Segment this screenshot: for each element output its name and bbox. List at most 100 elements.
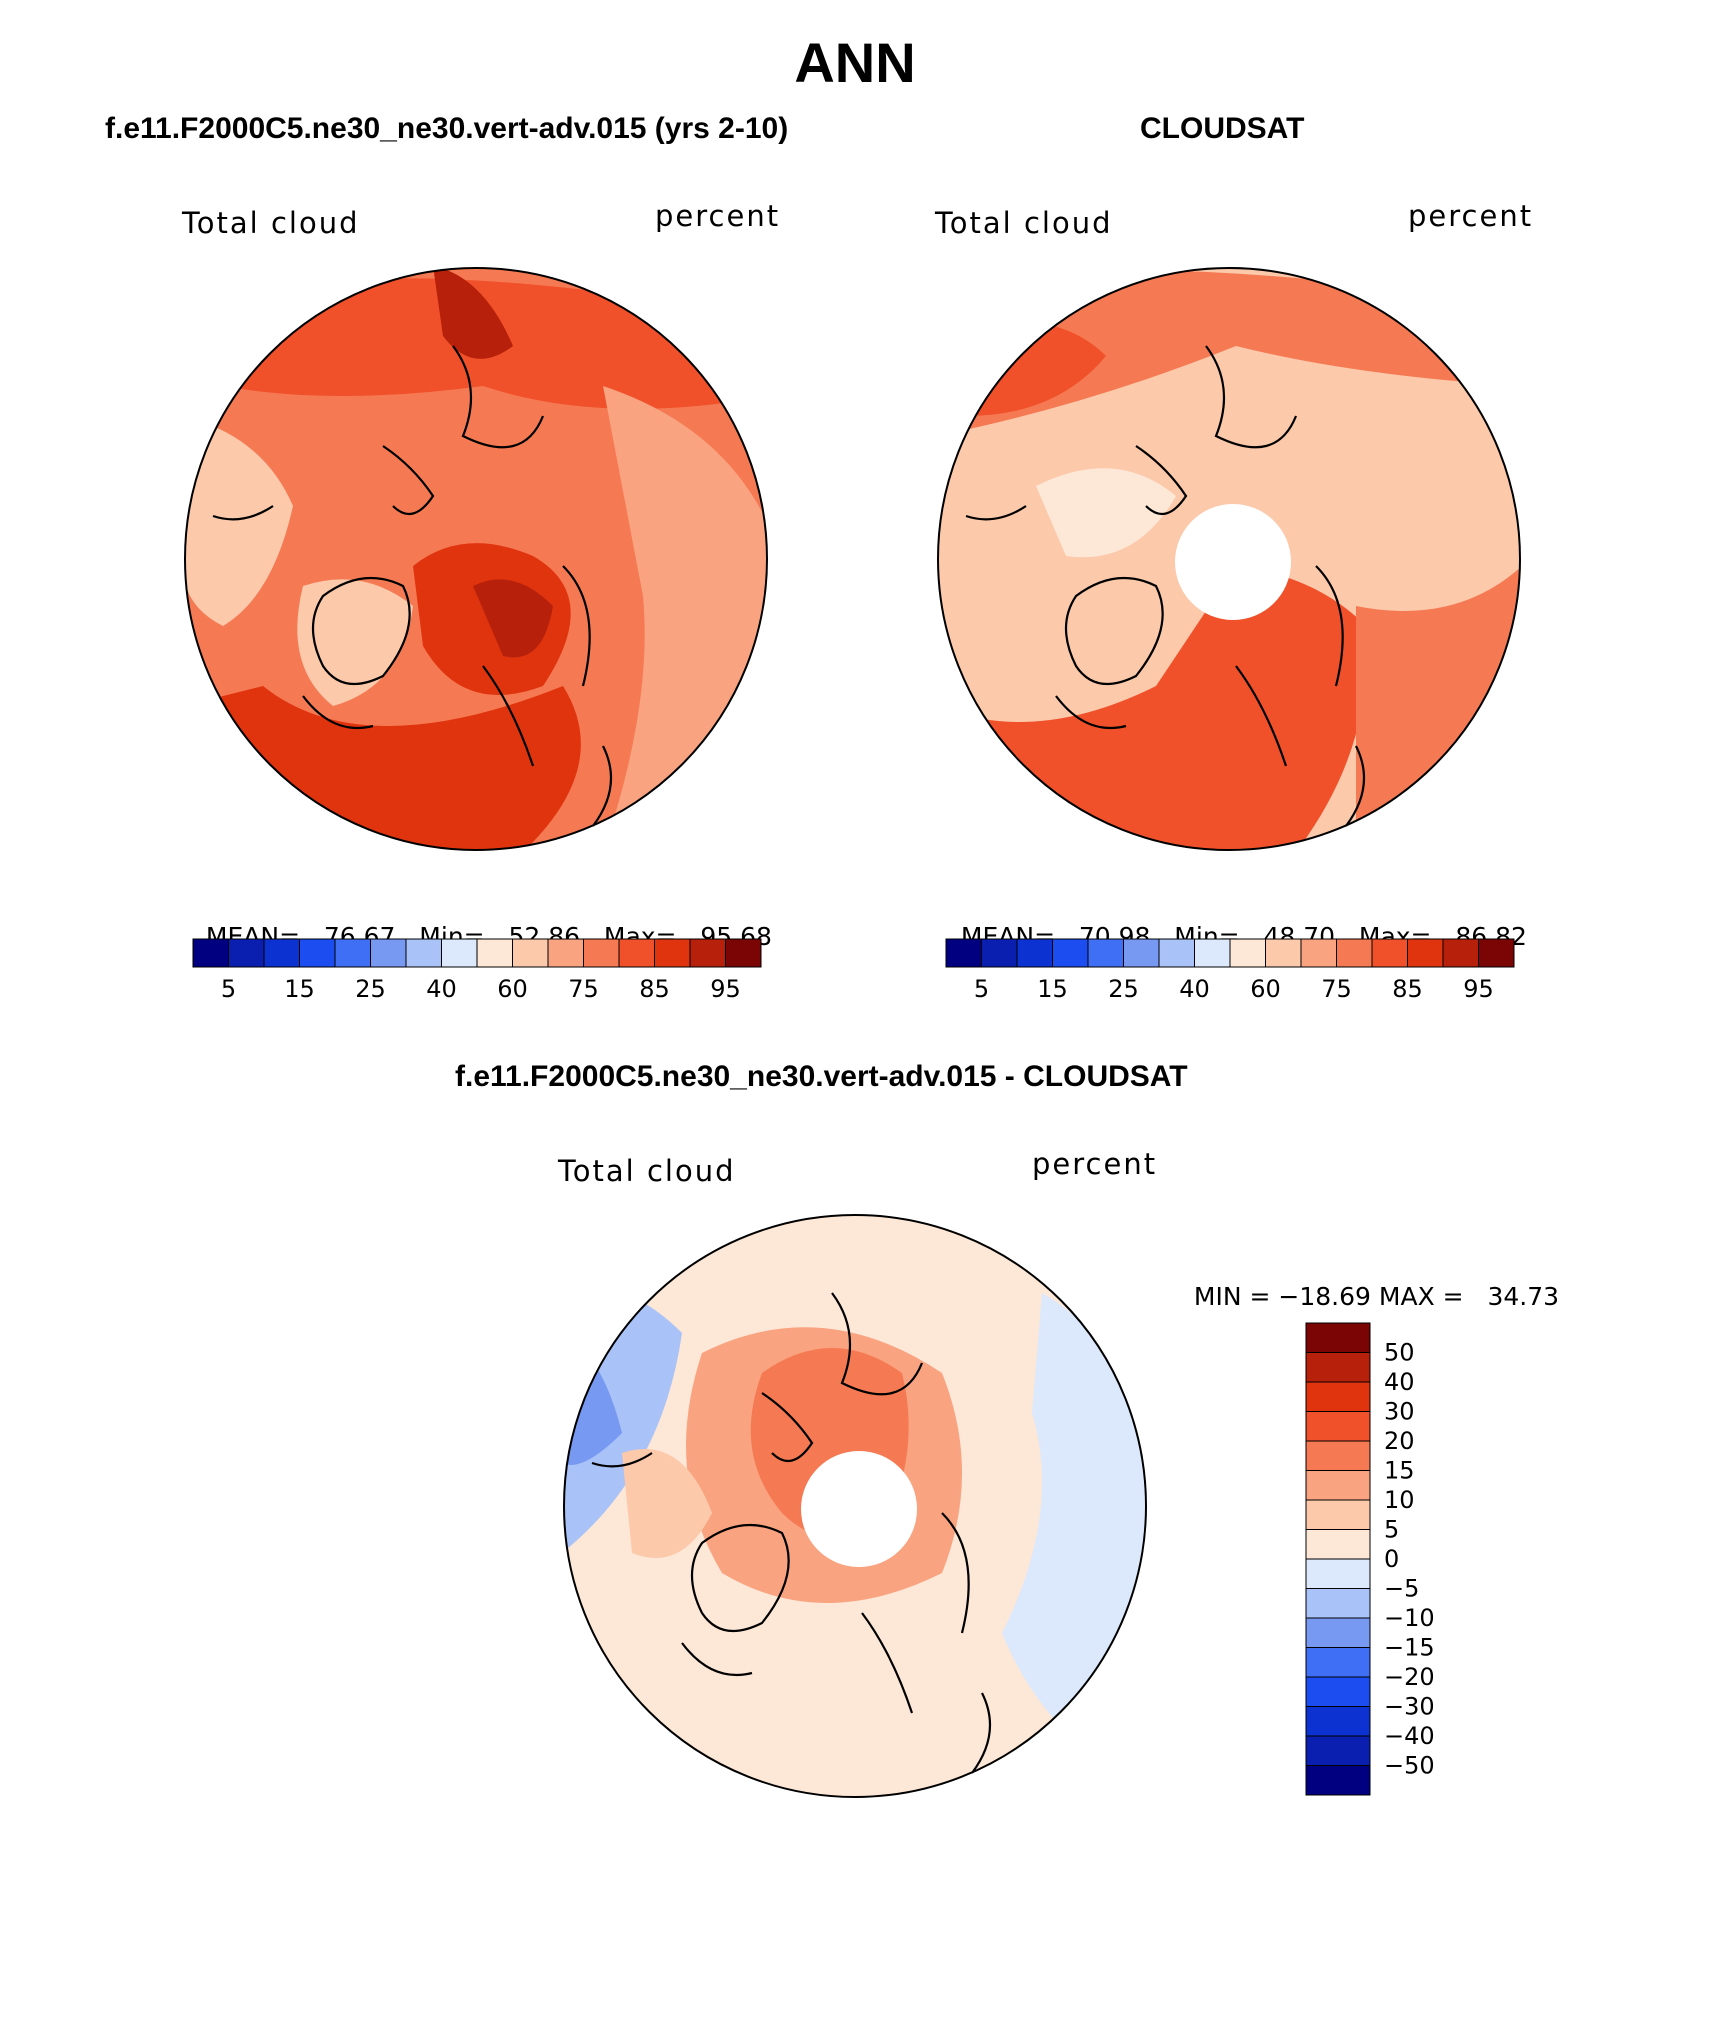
colorbar-swatch [618, 938, 655, 968]
colorbar-swatch [583, 938, 620, 968]
panel3-field-greenland-positive [622, 1449, 712, 1558]
colorbar-swatch [1305, 1529, 1371, 1560]
colorbar-swatch [1016, 938, 1053, 968]
colorbar-tick-label: 95 [1463, 975, 1494, 1003]
colorbar-tick-label: 75 [1321, 975, 1352, 1003]
colorbar-tick-label: 25 [355, 975, 386, 1003]
panel2-title: CLOUDSAT [1140, 112, 1305, 145]
colorbar-tick-label: 15 [1037, 975, 1068, 1003]
colorbar-swatch [1305, 1352, 1371, 1383]
main-title: ANN [794, 31, 916, 94]
panel3-polar-map [563, 1214, 1147, 1798]
panel3-stats: MIN = −18.69 MAX = 34.73 [1178, 1253, 1559, 1311]
panel2-coastlines [965, 345, 1366, 827]
colorbar-swatch [228, 938, 265, 968]
colorbar-tick-label: 25 [1108, 975, 1139, 1003]
colorbar-tick-label: 75 [568, 975, 599, 1003]
colorbar-tick-label: −20 [1384, 1663, 1435, 1691]
colorbar-tick-label: −15 [1384, 1634, 1435, 1662]
colorbar-swatch [725, 938, 762, 968]
colorbar-tick-label: −30 [1384, 1693, 1435, 1721]
colorbar-tick-label: 40 [1384, 1368, 1415, 1396]
colorbar-tick-label: 5 [974, 975, 989, 1003]
panel2-field-atlantic [938, 566, 1368, 850]
colorbar-swatch [945, 938, 982, 968]
colorbar-swatch [1371, 938, 1408, 968]
panel3-max-value: 34.73 [1487, 1282, 1560, 1311]
panel2-colorbar: 5 15 25 40 60 75 85 95 [945, 938, 1515, 1003]
colorbar-swatch [1265, 938, 1302, 968]
panel3-min-value: −18.69 [1278, 1282, 1371, 1311]
panel3-map-border [563, 1214, 1147, 1798]
colorbar-swatch [1305, 1411, 1371, 1442]
colorbar-swatch [1300, 938, 1337, 968]
colorbar-tick-label: 20 [1384, 1427, 1415, 1455]
colorbar-swatch [1305, 1558, 1371, 1589]
panel3-left-label: Total cloud [558, 1154, 736, 1188]
panel3-title: f.e11.F2000C5.ne30_ne30.vert-adv.015 - C… [455, 1060, 1188, 1093]
panel3-coastlines [591, 1292, 992, 1774]
colorbar-swatch [1305, 1322, 1371, 1353]
colorbar-swatch [1305, 1647, 1371, 1678]
colorbar-tick-label: 85 [1392, 975, 1423, 1003]
panel1-left-label: Total cloud [182, 206, 360, 240]
colorbar-swatch [441, 938, 478, 968]
panel1-right-label: percent [655, 199, 781, 233]
panel1-map-border [184, 267, 768, 851]
panel3-right-label: percent [1032, 1147, 1158, 1181]
colorbar-swatch [299, 938, 336, 968]
panel2-polar-gap [1175, 504, 1291, 620]
colorbar-tick-label: 50 [1384, 1339, 1415, 1367]
panel2-field-canada [1036, 468, 1176, 558]
colorbar-tick-label: 40 [426, 975, 457, 1003]
colorbar-tick-label: 15 [284, 975, 315, 1003]
panel3-polar-gap [801, 1451, 917, 1567]
colorbar-swatch [1087, 938, 1124, 968]
colorbar-tick-label: −40 [1384, 1722, 1435, 1750]
colorbar-swatch [334, 938, 371, 968]
colorbar-swatch [476, 938, 513, 968]
colorbar-tick-label: 95 [710, 975, 741, 1003]
panel2-polar-map [937, 267, 1521, 851]
colorbar-swatch [1305, 1588, 1371, 1619]
colorbar-swatch [1305, 1470, 1371, 1501]
colorbar-tick-label: −10 [1384, 1604, 1435, 1632]
panel1-title: f.e11.F2000C5.ne30_ne30.vert-adv.015 (yr… [105, 112, 789, 145]
colorbar-tick-label: 30 [1384, 1398, 1415, 1426]
colorbar-tick-label: 10 [1384, 1486, 1415, 1514]
panel1-colorbar: 5 15 25 40 60 75 85 95 [192, 938, 762, 1003]
colorbar-swatch [1407, 938, 1444, 968]
colorbar-swatch [1305, 1706, 1371, 1737]
colorbar-swatch [512, 938, 549, 968]
colorbar-swatch [1478, 938, 1515, 968]
panel1-field-peak [433, 268, 513, 359]
colorbar-tick-label: 85 [639, 975, 670, 1003]
panel2-right-label: percent [1408, 199, 1534, 233]
colorbar-tick-label: 5 [1384, 1516, 1399, 1544]
colorbar-swatch [654, 938, 691, 968]
panel2-left-label: Total cloud [935, 206, 1113, 240]
colorbar-swatch [263, 938, 300, 968]
colorbar-swatch [981, 938, 1018, 968]
colorbar-swatch [370, 938, 407, 968]
colorbar-swatch [1336, 938, 1373, 968]
colorbar-swatch [1123, 938, 1160, 968]
colorbar-swatch [1442, 938, 1479, 968]
colorbar-tick-label: −5 [1384, 1575, 1419, 1603]
colorbar-swatch [405, 938, 442, 968]
colorbar-tick-label: 0 [1384, 1545, 1399, 1573]
colorbar-swatch [1305, 1765, 1371, 1796]
colorbar-swatch [1194, 938, 1231, 968]
colorbar-swatch [1305, 1381, 1371, 1412]
colorbar-swatch [1305, 1735, 1371, 1766]
colorbar-swatch [689, 938, 726, 968]
colorbar-swatch [1305, 1440, 1371, 1471]
colorbar-swatch [1305, 1499, 1371, 1530]
colorbar-tick-label: 60 [1250, 975, 1281, 1003]
panel3-max-label: MAX = [1378, 1282, 1464, 1311]
colorbar-swatch [1229, 938, 1266, 968]
panel1-field-low [185, 416, 293, 626]
colorbar-tick-label: 5 [221, 975, 236, 1003]
panel1-coastlines [212, 345, 613, 827]
